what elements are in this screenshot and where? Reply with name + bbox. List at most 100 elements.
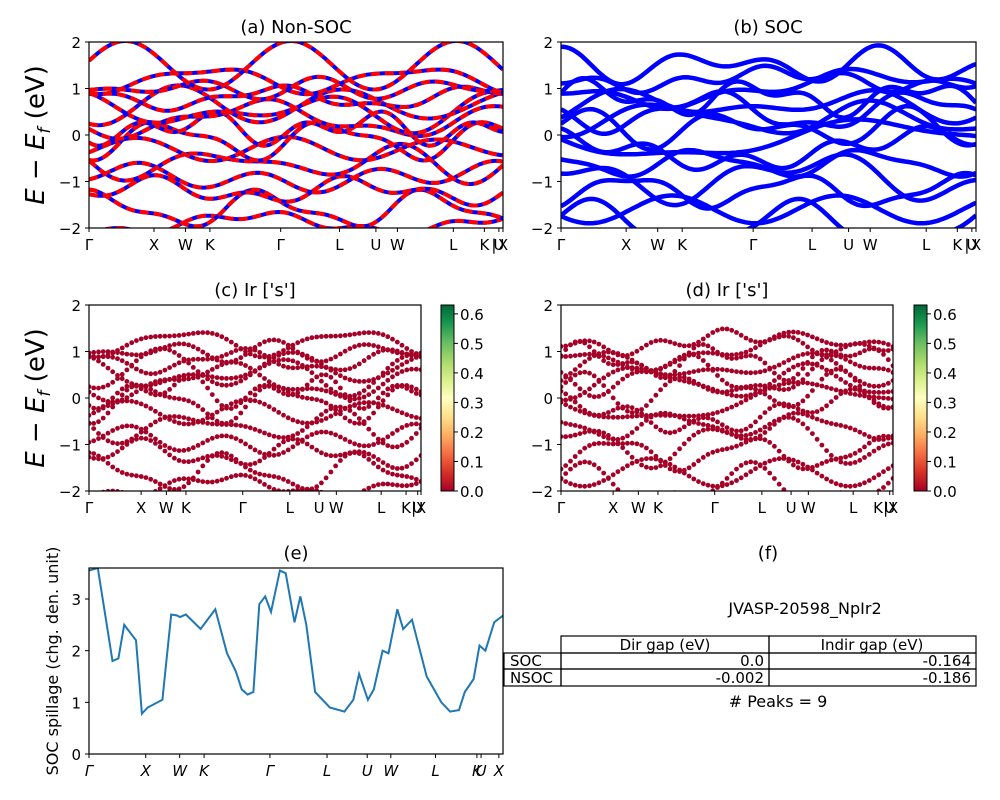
projection-dot xyxy=(662,375,668,381)
projection-dot xyxy=(719,422,725,428)
projection-dot xyxy=(871,436,877,441)
projection-dot xyxy=(342,451,348,457)
projection-dot xyxy=(409,475,414,480)
projection-dot xyxy=(219,359,225,365)
projection-dot xyxy=(186,331,192,337)
projection-dot xyxy=(591,441,597,447)
projection-dot xyxy=(333,463,338,469)
xtick-label: K xyxy=(472,762,483,780)
projection-dot xyxy=(219,420,225,426)
projection-dot xyxy=(219,477,225,483)
projection-dot xyxy=(700,350,706,356)
projection-dot xyxy=(209,392,215,397)
projection-dot xyxy=(366,443,372,449)
xtick-label: W xyxy=(172,762,188,780)
band-line-dashed xyxy=(89,83,503,113)
projection-dot xyxy=(810,431,815,436)
projection-dot xyxy=(195,330,201,336)
projection-dot xyxy=(290,488,296,491)
projection-dot xyxy=(257,354,263,360)
projection-dot xyxy=(304,441,310,447)
projection-dot xyxy=(795,337,801,343)
xtick-label: X xyxy=(888,499,898,517)
projection-dot xyxy=(810,361,815,367)
projection-dot xyxy=(238,361,244,366)
projection-dot xyxy=(691,432,697,438)
projection-dot xyxy=(866,343,872,349)
projection-dot xyxy=(847,391,853,396)
projection-dot xyxy=(157,392,163,398)
projection-dot xyxy=(271,452,277,458)
projection-dot xyxy=(610,441,616,447)
projection-dot xyxy=(105,430,111,436)
projection-dot xyxy=(300,386,305,392)
projection-dot xyxy=(200,417,206,423)
projection-dot xyxy=(110,452,116,458)
projection-dot xyxy=(748,431,754,437)
projection-dot xyxy=(828,457,834,463)
projection-dot xyxy=(757,463,763,469)
projection-dot xyxy=(872,491,877,496)
projection-dot xyxy=(385,404,391,410)
projection-dot xyxy=(691,381,697,386)
projection-dot xyxy=(404,386,410,391)
projection-dot xyxy=(743,437,749,442)
projection-dot xyxy=(314,447,320,453)
panel-c-title: (c) Ir ['s'] xyxy=(214,280,295,301)
projection-dot xyxy=(238,410,244,416)
projection-dot xyxy=(843,344,848,350)
projection-dot xyxy=(361,453,367,459)
projection-dot xyxy=(323,475,329,481)
projection-dot xyxy=(285,357,291,363)
projection-dot xyxy=(572,463,578,468)
projection-dot xyxy=(615,359,621,365)
projection-dot xyxy=(333,370,338,376)
projection-dot xyxy=(309,335,315,341)
projection-dot xyxy=(124,395,130,400)
projection-dot xyxy=(810,347,815,353)
projection-dot xyxy=(342,437,348,442)
projection-dot xyxy=(591,482,597,487)
projection-dot xyxy=(828,399,834,405)
projection-dot xyxy=(862,388,867,394)
projection-dot xyxy=(852,341,858,347)
colorbar-ticks: 0.60.50.40.30.20.10.00.60.50.40.30.20.10… xyxy=(454,306,957,501)
projection-dot xyxy=(596,440,602,446)
xtick-label: Γ xyxy=(266,762,276,780)
projection-dot xyxy=(625,364,630,370)
projection-dot xyxy=(857,383,863,389)
projection-dot xyxy=(677,363,682,368)
projection-dot xyxy=(252,460,258,466)
projection-dot xyxy=(724,476,730,481)
projection-dot xyxy=(167,417,173,422)
projection-dot xyxy=(885,380,891,386)
projection-dot xyxy=(347,439,353,445)
projection-dot xyxy=(748,338,754,343)
xtick-label: W xyxy=(329,499,344,517)
projection-dot xyxy=(748,347,754,353)
projection-dot xyxy=(824,367,829,373)
projection-dot xyxy=(810,334,815,340)
xtick-label: X xyxy=(621,236,631,254)
projection-dot xyxy=(300,364,305,370)
projection-dot xyxy=(129,392,135,398)
projection-dot xyxy=(224,455,229,461)
projection-dot xyxy=(190,458,196,464)
projection-dot xyxy=(700,481,706,487)
projection-dot xyxy=(667,413,673,418)
projection-dot xyxy=(772,457,777,462)
projection-dot xyxy=(786,357,792,363)
projection-dot xyxy=(356,342,362,348)
projection-dot xyxy=(691,418,697,424)
projection-dot xyxy=(748,392,754,398)
cbar-tick-label: 0.2 xyxy=(460,424,484,442)
cbar-tick-label: 0.5 xyxy=(460,335,484,353)
projection-dot xyxy=(805,360,810,365)
projection-dot xyxy=(862,365,867,370)
projection-dot xyxy=(262,482,267,487)
projection-dot xyxy=(719,352,725,357)
projection-dot xyxy=(390,387,395,393)
projection-dot xyxy=(119,397,125,403)
projection-dot xyxy=(748,370,754,376)
projection-dot xyxy=(591,373,597,379)
